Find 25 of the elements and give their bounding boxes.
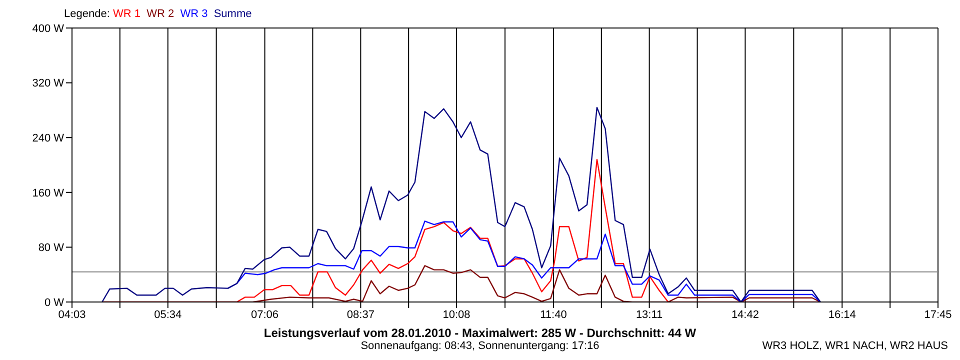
x-tick-label: 08:37 <box>346 308 374 321</box>
y-tick-label: 0 W <box>44 296 65 309</box>
text: WR 1 <box>112 8 142 20</box>
y-tick-label: 320 W <box>32 78 65 90</box>
x-tick-label: 07:06 <box>251 308 279 321</box>
x-tick-label: 13:11 <box>636 308 663 321</box>
x-tick-label: 05:34 <box>154 308 182 321</box>
x-tick-label: 14:42 <box>731 308 759 321</box>
y-tick-label: 160 W <box>32 187 65 200</box>
x-tick-label: 16:14 <box>828 308 856 321</box>
y-tick-label: 400 W <box>32 22 65 35</box>
x-tick-label: 11:40 <box>540 308 567 321</box>
text: WR 2 <box>146 8 176 20</box>
text: Summe <box>214 8 252 20</box>
x-tick-label: 10:08 <box>442 308 470 321</box>
x-tick-label: 04:03 <box>58 308 86 321</box>
line-series <box>101 106 822 302</box>
y-tick-label: 80 W <box>38 242 65 254</box>
y-tick-label: 240 W <box>32 132 65 145</box>
text: WR3 HOLZ, WR1 NACH, WR2 HAUS <box>762 340 948 352</box>
text: WR 3 <box>180 8 209 20</box>
legend-title: Legende: <box>64 8 111 20</box>
text: Leistungsverlauf vom 28.01.2010 - Maximalwert: 285 W - Durchschnitt: 44 W <box>262 326 698 340</box>
x-tick-label: 17:45 <box>924 308 952 321</box>
text: Sonnenaufgang: 08:43, Sonnenuntergang: 17:16 <box>360 340 600 352</box>
